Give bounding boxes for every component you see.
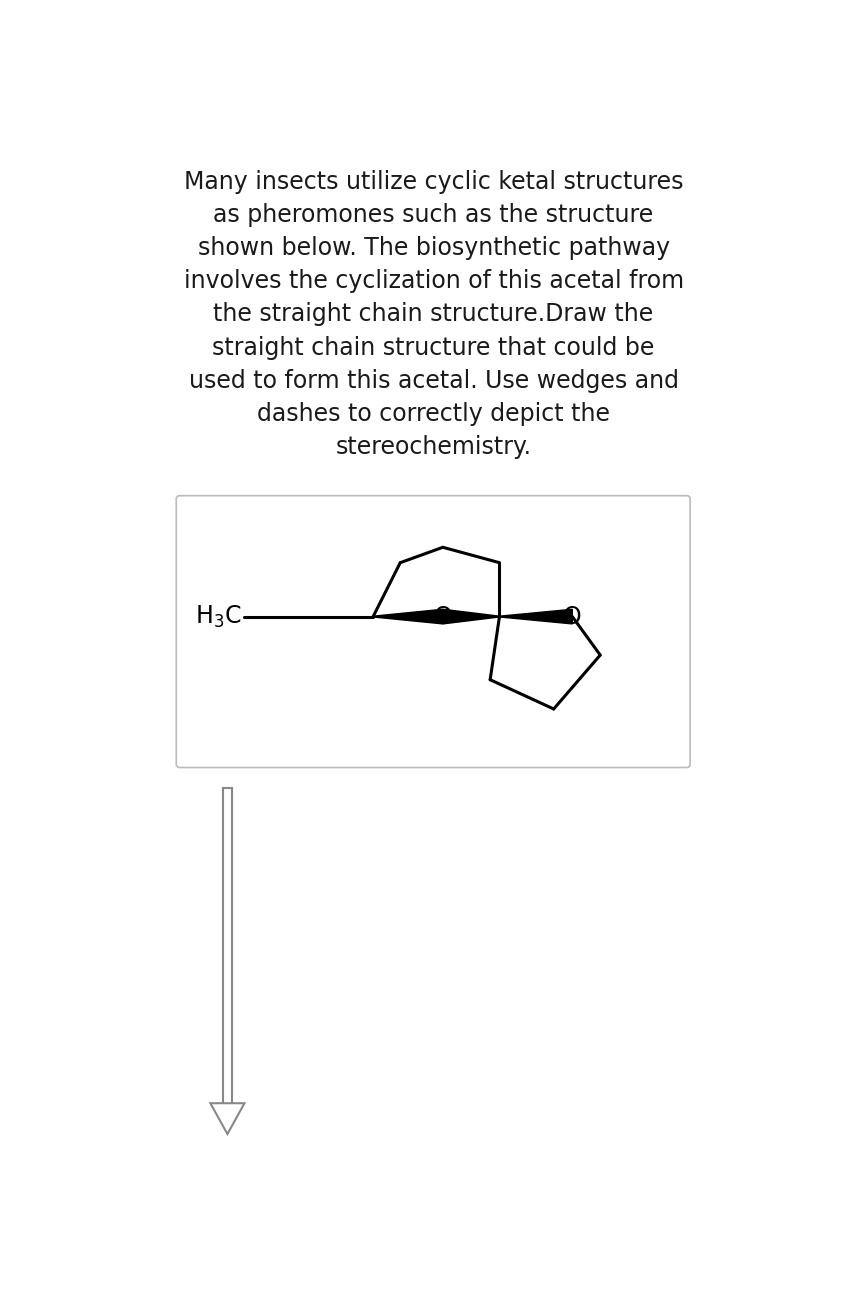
Polygon shape <box>211 1103 244 1134</box>
Text: Many insects utilize cyclic ketal structures
as pheromones such as the structure: Many insects utilize cyclic ketal struct… <box>184 170 684 459</box>
Text: H$_3$C: H$_3$C <box>195 604 241 630</box>
Text: O: O <box>563 605 582 628</box>
Polygon shape <box>499 609 572 624</box>
Polygon shape <box>373 609 442 624</box>
FancyBboxPatch shape <box>176 496 690 768</box>
Polygon shape <box>442 609 499 624</box>
Text: O: O <box>433 605 453 628</box>
